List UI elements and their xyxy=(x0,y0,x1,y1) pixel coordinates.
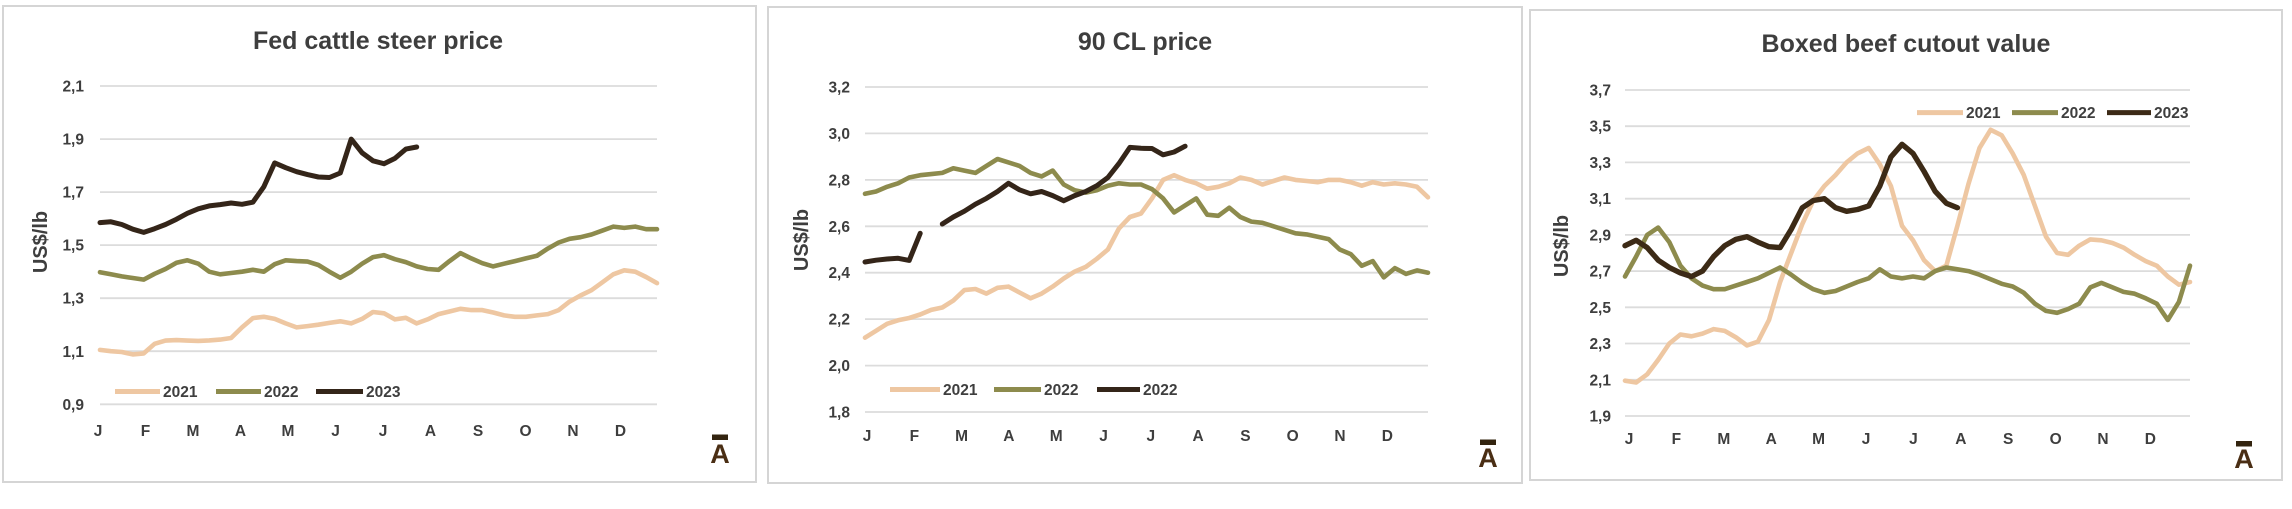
svg-text:2,1: 2,1 xyxy=(1589,372,1611,389)
svg-text:Boxed beef cutout value: Boxed beef cutout value xyxy=(1762,30,2051,58)
svg-text:M: M xyxy=(187,423,200,440)
svg-text:A: A xyxy=(1003,428,1014,445)
svg-text:F: F xyxy=(910,428,919,445)
svg-text:J: J xyxy=(1909,431,1918,448)
svg-text:F: F xyxy=(141,423,150,440)
svg-text:3,0: 3,0 xyxy=(828,126,850,143)
svg-text:N: N xyxy=(1334,428,1345,445)
svg-text:2,5: 2,5 xyxy=(1589,300,1611,317)
svg-text:3,1: 3,1 xyxy=(1589,191,1611,208)
svg-text:J: J xyxy=(1625,431,1634,448)
svg-text:90 CL price: 90 CL price xyxy=(1078,28,1212,56)
svg-text:3,5: 3,5 xyxy=(1589,119,1611,136)
svg-text:1,8: 1,8 xyxy=(828,405,850,422)
svg-text:US$/lb: US$/lb xyxy=(791,209,813,271)
svg-text:F: F xyxy=(1672,431,1681,448)
svg-text:D: D xyxy=(615,423,626,440)
svg-text:N: N xyxy=(567,423,578,440)
svg-text:D: D xyxy=(2145,431,2156,448)
svg-text:2022: 2022 xyxy=(264,384,298,401)
svg-text:2022: 2022 xyxy=(1044,382,1078,399)
svg-text:M: M xyxy=(282,423,295,440)
svg-text:O: O xyxy=(1287,428,1299,445)
svg-text:A: A xyxy=(235,423,246,440)
svg-text:2021: 2021 xyxy=(1966,105,2001,122)
svg-text:US$/lb: US$/lb xyxy=(1551,215,1573,277)
svg-text:2,9: 2,9 xyxy=(1589,227,1611,244)
svg-text:O: O xyxy=(519,423,531,440)
svg-text:J: J xyxy=(94,423,103,440)
svg-text:S: S xyxy=(473,423,483,440)
svg-text:2021: 2021 xyxy=(163,384,198,401)
svg-text:A: A xyxy=(1766,431,1777,448)
svg-text:US$/lb: US$/lb xyxy=(30,211,52,273)
svg-text:0,9: 0,9 xyxy=(62,397,84,414)
svg-text:Fed cattle steer price: Fed cattle steer price xyxy=(253,27,503,55)
svg-text:2,1: 2,1 xyxy=(62,79,84,96)
svg-text:3,7: 3,7 xyxy=(1589,83,1611,100)
svg-text:2022: 2022 xyxy=(2061,105,2095,122)
svg-text:2023: 2023 xyxy=(366,384,401,401)
svg-text:2,2: 2,2 xyxy=(828,312,850,329)
svg-text:J: J xyxy=(1146,428,1155,445)
svg-text:1,9: 1,9 xyxy=(62,132,84,149)
svg-text:A: A xyxy=(710,439,730,469)
svg-text:2022: 2022 xyxy=(1143,382,1177,399)
svg-text:D: D xyxy=(1382,428,1393,445)
svg-text:J: J xyxy=(863,428,872,445)
svg-text:2023: 2023 xyxy=(2154,105,2189,122)
svg-text:S: S xyxy=(1240,428,1250,445)
svg-text:A: A xyxy=(1192,428,1203,445)
svg-text:1,9: 1,9 xyxy=(1589,409,1611,426)
svg-text:2,3: 2,3 xyxy=(1589,336,1611,353)
svg-text:3,3: 3,3 xyxy=(1589,155,1611,172)
svg-text:J: J xyxy=(379,423,388,440)
svg-text:M: M xyxy=(1812,431,1825,448)
svg-text:M: M xyxy=(1717,431,1730,448)
svg-text:2021: 2021 xyxy=(943,382,978,399)
svg-text:M: M xyxy=(1050,428,1063,445)
svg-text:1,1: 1,1 xyxy=(62,344,84,361)
svg-text:J: J xyxy=(1862,431,1871,448)
svg-text:2,6: 2,6 xyxy=(828,219,850,236)
svg-text:1,7: 1,7 xyxy=(62,185,84,202)
svg-text:2,8: 2,8 xyxy=(828,172,850,189)
svg-text:2,4: 2,4 xyxy=(828,265,850,282)
svg-text:1,3: 1,3 xyxy=(62,291,84,308)
svg-text:S: S xyxy=(2003,431,2013,448)
svg-text:J: J xyxy=(331,423,340,440)
svg-text:A: A xyxy=(1955,431,1966,448)
svg-text:A: A xyxy=(2234,444,2254,474)
svg-text:2,7: 2,7 xyxy=(1589,264,1611,281)
svg-text:A: A xyxy=(1478,443,1498,473)
svg-text:3,2: 3,2 xyxy=(828,80,850,97)
svg-text:J: J xyxy=(1099,428,1108,445)
svg-text:M: M xyxy=(955,428,968,445)
svg-text:N: N xyxy=(2097,431,2108,448)
svg-text:1,5: 1,5 xyxy=(62,238,84,255)
svg-text:2,0: 2,0 xyxy=(828,358,850,375)
svg-text:O: O xyxy=(2050,431,2062,448)
svg-text:A: A xyxy=(425,423,436,440)
